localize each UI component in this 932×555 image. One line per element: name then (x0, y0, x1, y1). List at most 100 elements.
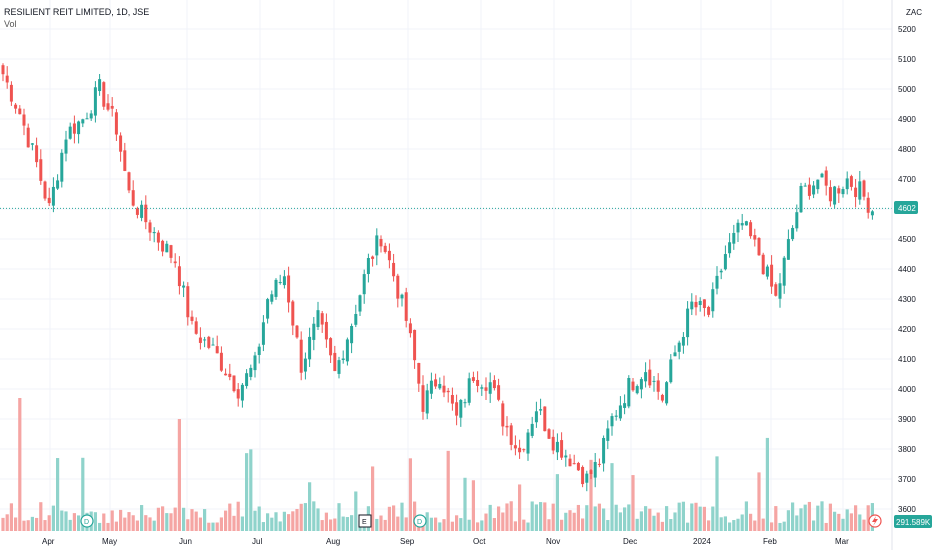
volume-bar (597, 503, 601, 531)
volume-bar (505, 503, 509, 531)
volume-bar (509, 501, 513, 531)
volume-bar (249, 449, 253, 531)
volume-bar (404, 517, 408, 531)
volume-bar (266, 513, 270, 531)
candle (421, 375, 425, 420)
volume-bar (715, 456, 719, 531)
event-dividend-2[interactable]: D (413, 514, 427, 528)
candle (119, 132, 123, 162)
candle (870, 210, 874, 220)
candle (232, 375, 236, 393)
candle (690, 293, 694, 316)
volume-bar (681, 501, 685, 531)
candles (1, 63, 874, 492)
candle (186, 282, 190, 326)
candle (320, 310, 324, 333)
volume-bar (14, 517, 18, 531)
volume-bar (198, 517, 202, 531)
candle (459, 398, 463, 427)
volume-bar (736, 518, 740, 531)
x-tick-label: Dec (623, 537, 637, 546)
candle (392, 253, 396, 282)
lightning-icon[interactable] (868, 514, 882, 528)
candle (497, 378, 501, 402)
candle (757, 237, 761, 256)
candle (291, 299, 295, 336)
candle (404, 287, 408, 328)
volume-bar (219, 517, 223, 531)
volume-bar (467, 519, 471, 531)
candle (9, 81, 13, 106)
volume-bar (245, 453, 249, 531)
x-tick-label: Apr (42, 537, 55, 546)
candle (820, 172, 824, 178)
candle (589, 469, 593, 480)
volume-bar (723, 516, 727, 531)
event-earnings[interactable]: E (358, 514, 372, 528)
candle (828, 180, 832, 207)
candle (362, 269, 366, 304)
last-price-badge (894, 201, 918, 214)
volume-bar (425, 512, 429, 531)
volume-bar (635, 518, 639, 531)
candle (278, 274, 282, 285)
y-tick-label: 5000 (898, 85, 916, 94)
volume-bar (434, 517, 438, 531)
candle (581, 465, 585, 488)
candle (337, 356, 341, 379)
candle (396, 273, 400, 308)
candle (371, 255, 375, 267)
candle (660, 393, 664, 403)
volume-bar (807, 501, 811, 531)
candle (770, 255, 774, 294)
volume-bar (770, 522, 774, 531)
grid (0, 0, 892, 531)
volume-bar (774, 506, 778, 531)
candle (635, 384, 639, 395)
candle (803, 182, 807, 187)
volume-bar (287, 514, 291, 531)
volume-bar (9, 503, 13, 531)
candle (93, 81, 97, 123)
candle (43, 180, 47, 201)
candle (312, 317, 316, 351)
volume-bar (669, 519, 673, 531)
candle (47, 187, 51, 206)
candle (719, 268, 723, 280)
volume-bar (102, 513, 106, 531)
volume-bar (644, 506, 648, 531)
candle (488, 372, 492, 403)
candle (614, 409, 618, 421)
candle (425, 383, 429, 420)
volume-bar (854, 505, 858, 531)
volume-bar (295, 508, 299, 531)
volume-bar (728, 522, 732, 531)
event-dividend-1[interactable]: D (80, 514, 94, 528)
candle (837, 185, 841, 203)
candle (68, 122, 72, 140)
candle (656, 373, 660, 400)
volume-bar (194, 511, 198, 531)
candle (207, 335, 211, 350)
candle (593, 453, 597, 488)
y-tick-label: 4200 (898, 325, 916, 334)
volume-bar (282, 511, 286, 531)
candle (224, 368, 228, 376)
candle (400, 293, 404, 307)
volume-bar (22, 520, 26, 531)
volume-bar (148, 517, 152, 531)
candle (257, 343, 261, 364)
candle (102, 81, 106, 110)
x-tick-labels: Apr May Jun Jul Aug Sep Oct Nov Dec 2024 Feb Mar (42, 537, 849, 546)
x-tick-label: Sep (400, 537, 415, 546)
volume-bar (77, 515, 81, 531)
candle (89, 110, 93, 121)
volume-bar (140, 505, 144, 531)
volume-bar (438, 522, 442, 531)
volume-bar (786, 510, 790, 531)
candle (261, 315, 265, 352)
candle (791, 225, 795, 242)
candle (576, 461, 580, 471)
candle (354, 304, 358, 328)
